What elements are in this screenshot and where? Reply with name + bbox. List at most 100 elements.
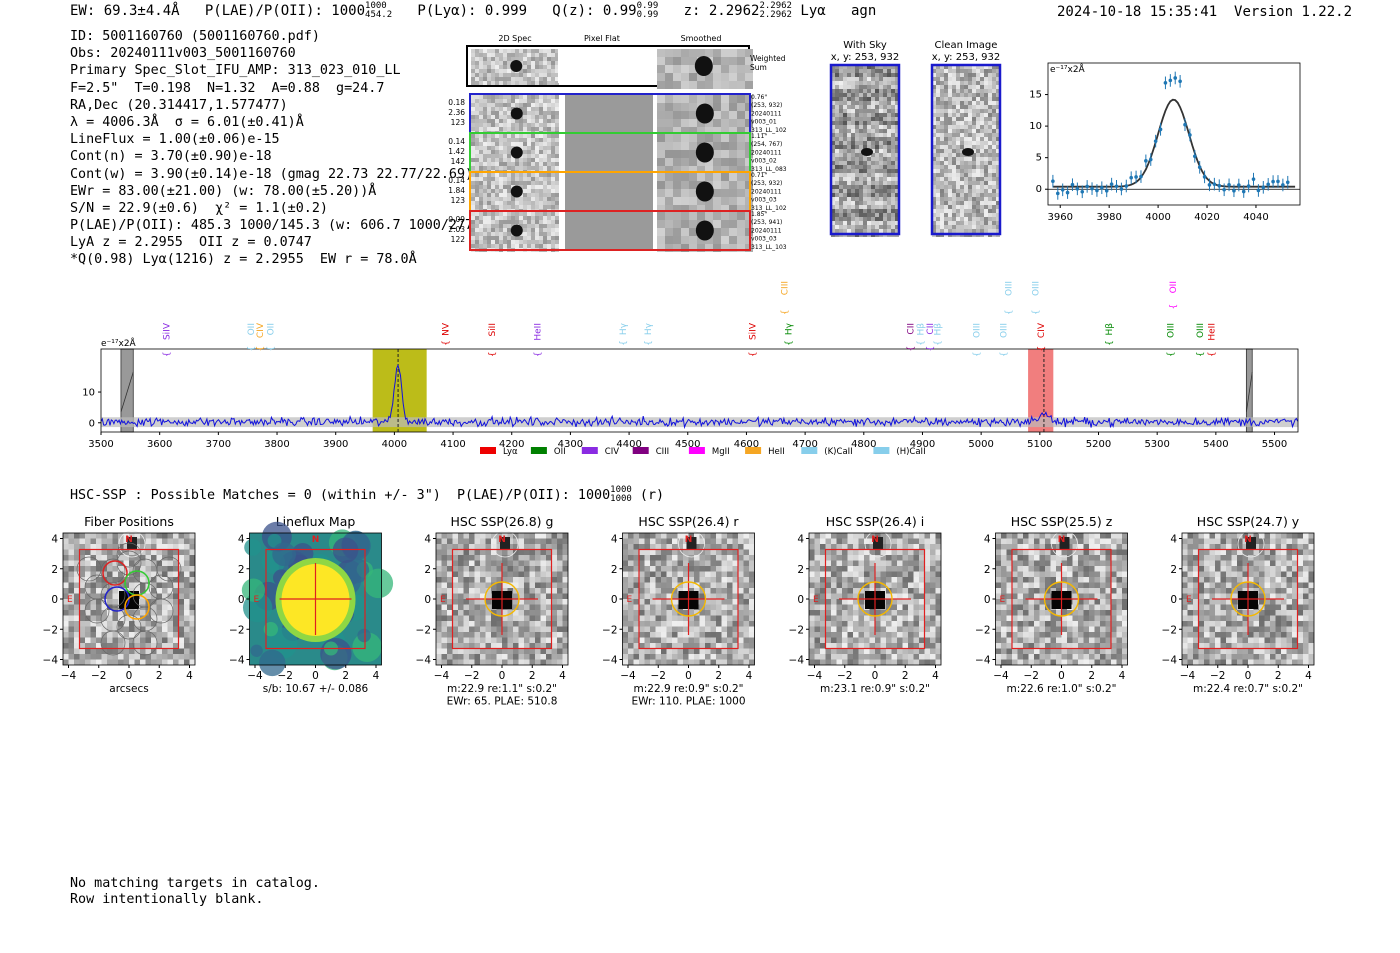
pixel: [863, 141, 867, 145]
pixel: [984, 125, 988, 129]
pixel: [475, 166, 479, 170]
pixel: [835, 93, 839, 97]
pixel: [503, 69, 507, 73]
pixel: [178, 654, 184, 660]
pixel: [173, 648, 179, 654]
pixel: [503, 224, 507, 228]
hsc-panel-caption: arcsecs: [109, 683, 148, 695]
fiber-stat: 142: [451, 157, 466, 166]
pixel: [507, 49, 511, 53]
pixel: [665, 103, 673, 111]
pixel: [867, 101, 871, 105]
pixel: [90, 582, 96, 588]
fiber-circle: [84, 598, 110, 624]
pixel: [535, 193, 539, 197]
pixel: [972, 105, 976, 109]
pixel: [74, 615, 80, 621]
pixel: [683, 615, 689, 621]
pixel: [710, 571, 716, 577]
panel-ytick-label: 4: [238, 534, 245, 546]
pixel: [689, 166, 697, 174]
pixel: [863, 97, 867, 101]
pixel: [879, 117, 883, 121]
pixel: [145, 626, 151, 632]
pixel: [944, 141, 948, 145]
pixel: [883, 133, 887, 137]
pixel: [487, 57, 491, 61]
pixel: [992, 181, 996, 185]
pixel: [123, 582, 129, 588]
pixel: [964, 77, 968, 81]
pixel: [727, 571, 733, 577]
pixel: [932, 189, 936, 193]
pixel: [855, 77, 859, 81]
pixel: [863, 129, 867, 133]
pixel: [469, 533, 475, 539]
pixel: [956, 101, 960, 105]
pixel: [843, 89, 847, 93]
pixel: [879, 65, 883, 69]
pixel: [956, 205, 960, 209]
line-label-brace: {: [917, 340, 927, 346]
pixel: [487, 146, 491, 150]
pixel: [535, 632, 541, 638]
line-label-brace: {: [534, 351, 544, 357]
pixel: [463, 582, 469, 588]
pixel: [732, 549, 738, 555]
pixel: [535, 138, 539, 142]
pixel: [555, 189, 559, 193]
pixel: [167, 582, 173, 588]
pixel: [535, 544, 541, 550]
pixel: [932, 145, 936, 149]
pixel: [495, 53, 499, 57]
pixel: [992, 213, 996, 217]
pixel: [681, 103, 689, 111]
pixel: [650, 621, 656, 627]
pixel: [491, 158, 495, 162]
pixel: [743, 615, 749, 621]
pixel: [932, 101, 936, 105]
pixel: [940, 165, 944, 169]
pixel: [666, 604, 672, 610]
pixel: [859, 177, 863, 181]
pixel: [480, 626, 486, 632]
pixel: [835, 85, 839, 89]
pixel: [672, 599, 678, 605]
linefit-point: [1100, 181, 1104, 195]
pixel: [855, 65, 859, 69]
pixel: [749, 571, 755, 577]
pixel: [964, 121, 968, 125]
pixel: [883, 73, 887, 77]
cutout-frame: [829, 63, 901, 236]
pixel: [972, 97, 976, 101]
pixel: [940, 157, 944, 161]
pixel: [543, 49, 547, 53]
pixel: [628, 538, 634, 544]
pixel: [90, 632, 96, 638]
pixel: [721, 538, 727, 544]
pixel: [996, 113, 1000, 117]
pixel: [539, 69, 543, 73]
pixel: [710, 604, 716, 610]
pixel: [491, 201, 495, 205]
pixel: [96, 654, 102, 660]
pixel: [628, 604, 634, 610]
pixel: [555, 61, 559, 65]
pixel: [557, 610, 563, 616]
pixel: [483, 181, 487, 185]
pixel: [441, 560, 447, 566]
pixel: [452, 560, 458, 566]
pixel: [485, 654, 491, 660]
pixel: [491, 205, 495, 209]
pixel: [123, 626, 129, 632]
pixel: [839, 137, 843, 141]
pixel: [940, 221, 944, 225]
pixel: [518, 610, 524, 616]
pixel: [539, 107, 543, 111]
pixel: [540, 604, 546, 610]
pixel: [633, 604, 639, 610]
pixel: [162, 626, 168, 632]
pixel: [689, 173, 697, 181]
cutout-title: With Sky: [843, 40, 887, 51]
pixel: [948, 193, 952, 197]
